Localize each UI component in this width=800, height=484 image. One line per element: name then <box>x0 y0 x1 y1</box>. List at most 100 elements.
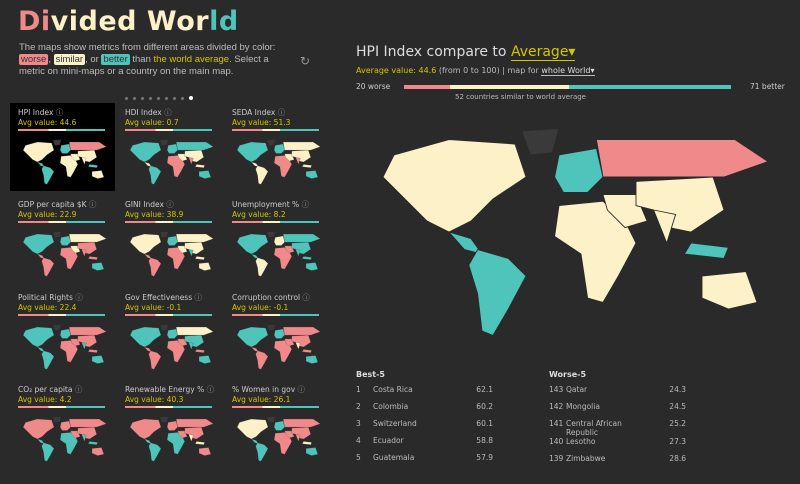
region-na[interactable] <box>23 418 55 440</box>
mini-world-map[interactable] <box>16 414 111 464</box>
region-as[interactable] <box>77 242 97 255</box>
region-eu[interactable] <box>60 143 71 154</box>
region-sa[interactable] <box>255 442 269 462</box>
region-as[interactable] <box>291 242 311 255</box>
table-row[interactable]: 4 Ecuador 58.8 <box>356 436 493 453</box>
region-se[interactable] <box>302 256 312 260</box>
region-sa[interactable] <box>255 165 269 185</box>
region-as[interactable] <box>184 150 204 163</box>
info-icon[interactable]: ⓘ <box>297 385 306 394</box>
region-ru[interactable] <box>176 233 214 243</box>
region-se[interactable] <box>195 256 205 260</box>
region-ru[interactable] <box>176 141 214 151</box>
region-ru[interactable] <box>595 139 769 178</box>
compare-dropdown[interactable]: Average▾ <box>510 44 576 61</box>
region-in[interactable] <box>295 249 301 257</box>
region-ru[interactable] <box>69 141 107 151</box>
info-icon[interactable]: ⓘ <box>164 108 172 117</box>
refresh-icon[interactable]: ↻ <box>300 54 311 68</box>
info-icon[interactable]: ⓘ <box>74 385 83 394</box>
region-na[interactable] <box>237 418 269 440</box>
region-na[interactable] <box>237 326 269 348</box>
mini-world-map[interactable] <box>16 322 111 372</box>
table-row[interactable]: 139 Zimbabwe 28.6 <box>549 454 686 471</box>
region-au[interactable] <box>198 170 212 179</box>
mini-map-card[interactable]: SEDA Index ⓘ Avg value: 51.3 <box>224 103 329 191</box>
pager-dot[interactable] <box>165 96 168 100</box>
region-au[interactable] <box>91 170 105 179</box>
mini-world-map[interactable] <box>123 322 218 372</box>
region-gl[interactable] <box>159 139 169 146</box>
mini-world-map[interactable] <box>16 137 111 187</box>
region-na[interactable] <box>23 141 55 163</box>
mini-map-card[interactable]: Corruption control ⓘ Avg value: -0.1 <box>224 288 329 376</box>
mini-map-card[interactable]: HDI Index ⓘ Avg value: 0.7 <box>117 103 222 191</box>
region-eu[interactable] <box>167 235 178 246</box>
region-se[interactable] <box>302 164 312 168</box>
region-as[interactable] <box>291 335 311 348</box>
region-gl[interactable] <box>266 416 276 423</box>
region-eu[interactable] <box>167 420 178 431</box>
info-icon[interactable]: ⓘ <box>55 108 64 117</box>
region-in[interactable] <box>81 342 87 350</box>
region-au[interactable] <box>305 447 319 456</box>
region-se[interactable] <box>88 349 98 353</box>
region-au[interactable] <box>91 447 105 456</box>
pager-dot[interactable] <box>149 96 152 100</box>
region-eu[interactable] <box>274 328 285 339</box>
region-sa[interactable] <box>41 350 55 370</box>
region-gl[interactable] <box>159 324 169 331</box>
region-ru[interactable] <box>283 326 321 336</box>
region-sa[interactable] <box>255 257 269 277</box>
region-gl[interactable] <box>159 416 169 423</box>
table-row[interactable]: 3 Switzerland 60.1 <box>356 419 493 436</box>
region-eu[interactable] <box>554 147 604 193</box>
region-eu[interactable] <box>274 235 285 246</box>
region-gl[interactable] <box>520 128 560 156</box>
region-gl[interactable] <box>52 231 62 238</box>
mini-world-map[interactable] <box>123 414 218 464</box>
region-gl[interactable] <box>266 139 276 146</box>
region-sa[interactable] <box>148 257 162 277</box>
region-au[interactable] <box>91 355 105 364</box>
region-as[interactable] <box>184 242 204 255</box>
mini-map-card[interactable]: % Women in gov ⓘ Avg value: 26.1 <box>224 380 329 468</box>
region-in[interactable] <box>188 157 194 165</box>
region-na[interactable] <box>382 139 527 233</box>
region-eu[interactable] <box>274 143 285 154</box>
region-gl[interactable] <box>52 324 62 331</box>
info-icon[interactable]: ⓘ <box>206 385 215 394</box>
mini-map-card[interactable]: GINI Index ⓘ Avg value: 38.9 <box>117 195 222 283</box>
region-as[interactable] <box>184 335 204 348</box>
mini-map-card[interactable]: HPI Index ⓘ Avg value: 44.6 <box>10 103 115 191</box>
region-eu[interactable] <box>167 328 178 339</box>
mini-world-map[interactable] <box>230 414 325 464</box>
region-sa[interactable] <box>148 350 162 370</box>
region-in[interactable] <box>81 249 87 257</box>
mini-world-map[interactable] <box>230 229 325 279</box>
mini-map-card[interactable]: Political Rights ⓘ Avg value: 22.4 <box>10 288 115 376</box>
region-na[interactable] <box>23 233 55 255</box>
mini-map-card[interactable]: Gov Effectiveness ⓘ Avg value: -0.1 <box>117 288 222 376</box>
region-se[interactable] <box>88 441 98 445</box>
region-au[interactable] <box>305 170 319 179</box>
region-in[interactable] <box>652 209 677 245</box>
region-in[interactable] <box>188 342 194 350</box>
region-as[interactable] <box>635 176 725 233</box>
region-na[interactable] <box>237 233 269 255</box>
region-as[interactable] <box>77 150 97 163</box>
table-row[interactable]: 142 Mongolia 24.5 <box>549 402 686 419</box>
pager-dot[interactable] <box>125 96 128 100</box>
region-eu[interactable] <box>274 420 285 431</box>
pager-dot[interactable] <box>181 96 184 100</box>
region-ru[interactable] <box>283 141 321 151</box>
main-world-map[interactable] <box>350 112 790 352</box>
region-se[interactable] <box>683 242 730 259</box>
region-na[interactable] <box>237 141 269 163</box>
region-au[interactable] <box>91 262 105 271</box>
region-au[interactable] <box>701 271 758 310</box>
region-in[interactable] <box>295 342 301 350</box>
region-as[interactable] <box>291 150 311 163</box>
region-au[interactable] <box>305 262 319 271</box>
mini-world-map[interactable] <box>123 137 218 187</box>
